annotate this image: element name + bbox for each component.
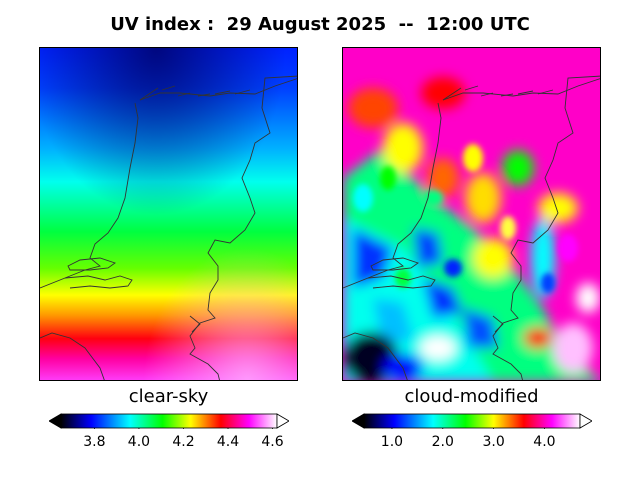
colorbar-min-arrow <box>49 413 62 429</box>
colorbar-gradient <box>363 413 581 429</box>
colorbar-min-arrow <box>352 413 365 429</box>
cloud-modified-colorbar <box>352 413 592 429</box>
clear-sky-map <box>39 47 298 381</box>
clear-sky-field-high-region <box>40 48 297 380</box>
cloud-modified-map <box>342 47 601 381</box>
cloud-modified-label: cloud-modified <box>404 386 539 407</box>
clear-sky-colorbar-tick-label: 4.0 <box>127 434 151 450</box>
clear-sky-label: clear-sky <box>128 386 209 407</box>
coastline-borders <box>343 75 600 380</box>
clear-sky-colorbar <box>49 413 289 429</box>
colorbar-gradient <box>60 413 278 429</box>
cloud-modified-patches <box>343 77 600 380</box>
cloud-modified-colorbar-tick-label: 4.0 <box>533 434 556 450</box>
cloud-modified-colorbar-tick-label: 1.0 <box>380 434 404 450</box>
clear-sky-colorbar-tick-label: 4.2 <box>172 434 195 450</box>
cloud-modified-fine-detail <box>353 144 578 293</box>
coastline-borders <box>40 75 297 380</box>
clear-sky-colorbar-tick-label: 4.4 <box>216 434 240 450</box>
colorbar-max-arrow <box>579 413 592 429</box>
colorbar-max-arrow <box>276 413 289 429</box>
clear-sky-colorbar-tick-label: 4.6 <box>261 434 284 450</box>
cloud-modified-colorbar-tick-label: 2.0 <box>431 434 454 450</box>
clear-sky-colorbar-tick-label: 3.8 <box>83 434 106 450</box>
figure-title: UV index : 29 August 2025 -- 12:00 UTC <box>110 14 530 35</box>
cloud-modified-colorbar-tick-label: 3.0 <box>482 434 505 450</box>
